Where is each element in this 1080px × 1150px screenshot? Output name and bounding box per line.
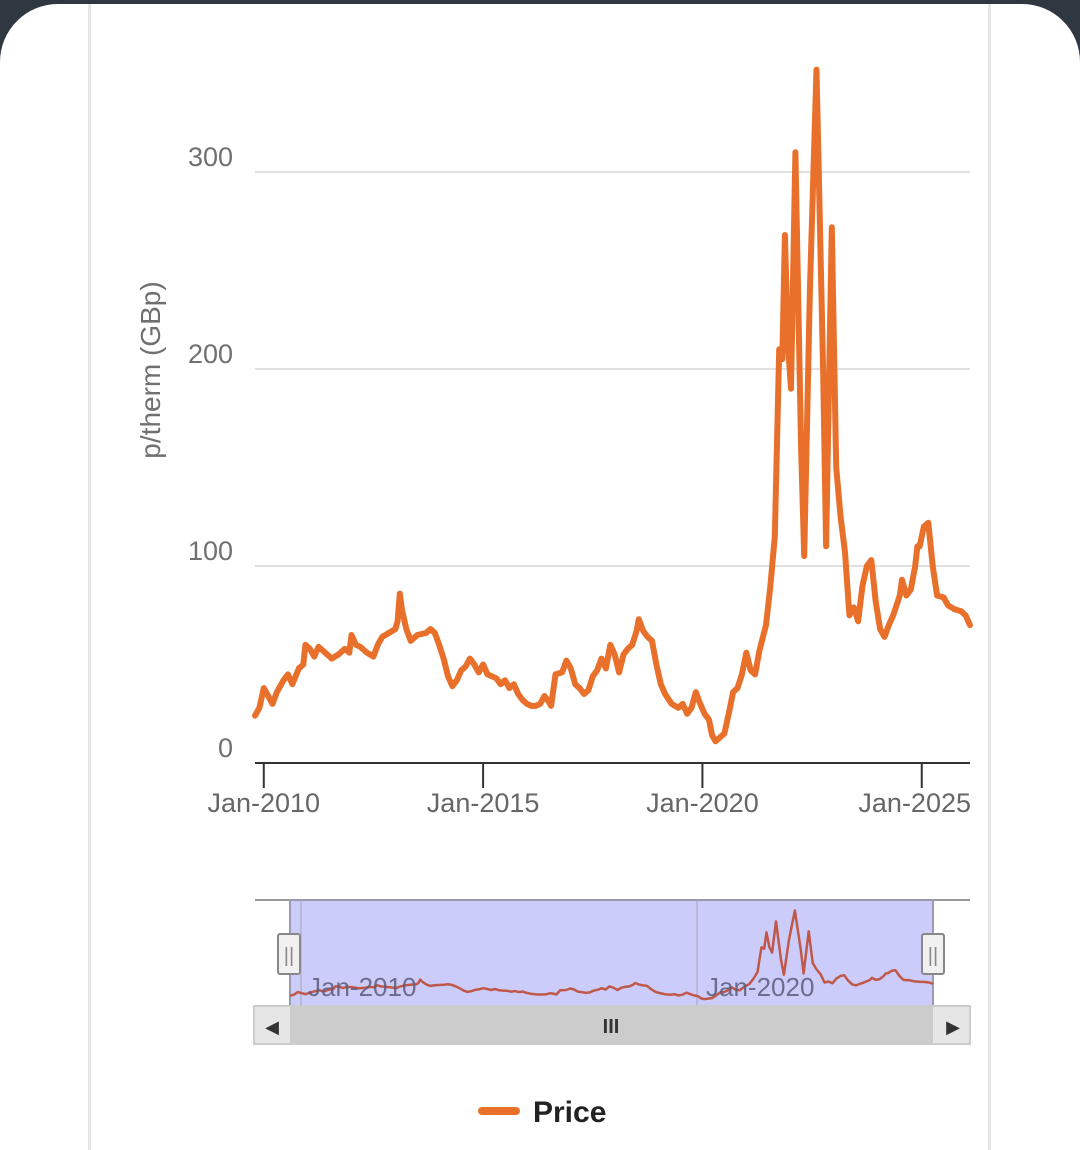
y-tick-label: 0: [218, 733, 233, 763]
navigator-price-line: [289, 909, 934, 1001]
x-tick-label: Jan-2010: [207, 788, 320, 818]
y-tick-label: 200: [188, 339, 233, 369]
navigator-label-2010: Jan-2010: [308, 972, 416, 1002]
x-tick-label: Jan-2025: [858, 788, 971, 818]
handle-grip-icon: ||: [284, 945, 294, 967]
range-navigator[interactable]: Jan-2010 Jan-2020 || || III ◀ ▶: [253, 899, 971, 1045]
y-axis-label: p/therm (GBp): [135, 281, 166, 458]
scroll-left-arrow-icon[interactable]: ◀: [265, 1017, 279, 1037]
y-axis-tick-labels: 0 100 200 300: [188, 142, 233, 763]
scrollbar-grip-icon: III: [603, 1016, 620, 1038]
x-tick-label: Jan-2020: [646, 788, 759, 818]
price-series-line: [252, 66, 973, 745]
scrollbar-thumb[interactable]: [290, 1007, 933, 1043]
frame-border-right: [988, 4, 991, 1150]
scroll-right-arrow-icon[interactable]: ▶: [946, 1017, 960, 1037]
handle-grip-icon: ||: [928, 945, 938, 967]
navigator-left-handle[interactable]: ||: [277, 933, 301, 975]
navigator-label-2020: Jan-2020: [706, 972, 814, 1002]
x-tick-label: Jan-2015: [427, 788, 540, 818]
y-tick-label: 300: [188, 142, 233, 172]
legend-label-price[interactable]: Price: [533, 1096, 606, 1129]
legend[interactable]: Price: [478, 1096, 606, 1129]
navigator-right-handle[interactable]: ||: [921, 933, 945, 975]
gridlines: [255, 171, 970, 567]
x-axis-ticks: Jan-2010 Jan-2015 Jan-2020 Jan-2025: [207, 763, 971, 818]
navigator-scrollbar[interactable]: III ◀ ▶: [253, 1005, 971, 1045]
y-tick-label: 100: [188, 536, 233, 566]
frame-border-left: [88, 4, 91, 1150]
